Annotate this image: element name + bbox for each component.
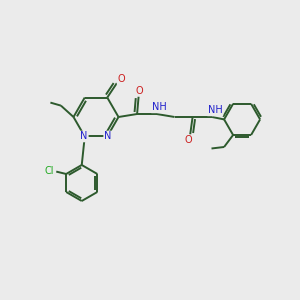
Text: O: O (185, 135, 193, 146)
Text: NH: NH (152, 102, 166, 112)
Text: NH: NH (208, 105, 223, 116)
Text: O: O (135, 85, 143, 96)
Text: N: N (104, 131, 112, 142)
Text: Cl: Cl (45, 166, 54, 176)
Text: N: N (80, 131, 88, 142)
Text: O: O (118, 74, 125, 84)
